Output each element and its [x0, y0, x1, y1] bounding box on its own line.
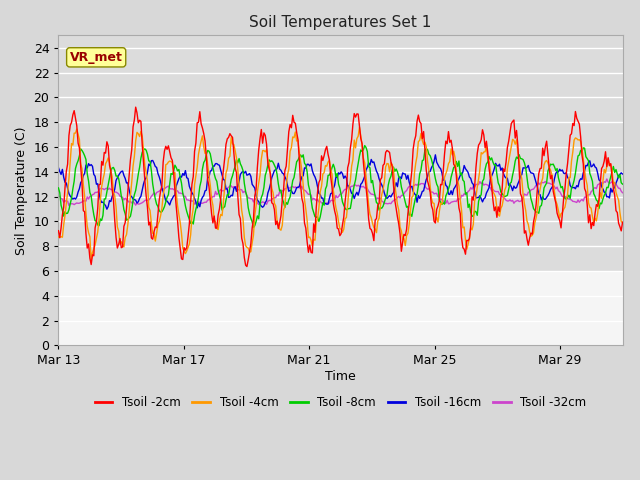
Bar [58, 271, 623, 346]
Text: VR_met: VR_met [70, 51, 123, 64]
Y-axis label: Soil Temperature (C): Soil Temperature (C) [15, 126, 28, 254]
Title: Soil Temperatures Set 1: Soil Temperatures Set 1 [250, 15, 432, 30]
X-axis label: Time: Time [325, 370, 356, 383]
Legend: Tsoil -2cm, Tsoil -4cm, Tsoil -8cm, Tsoil -16cm, Tsoil -32cm: Tsoil -2cm, Tsoil -4cm, Tsoil -8cm, Tsoi… [90, 392, 591, 414]
